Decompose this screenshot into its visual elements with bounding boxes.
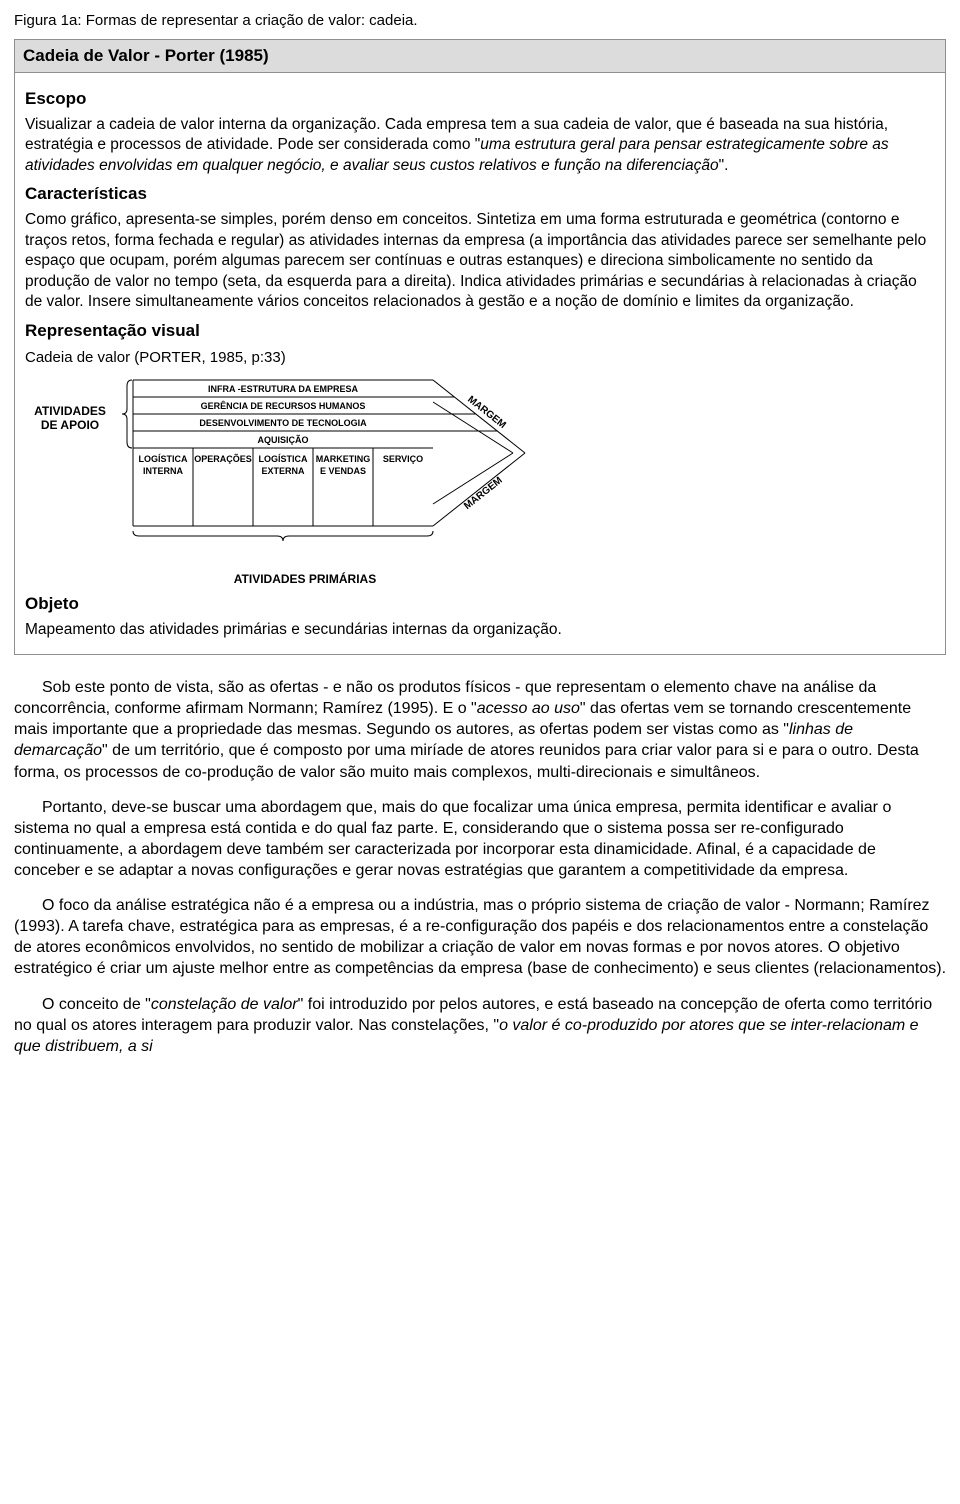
- italic-run: constelação de valor: [151, 996, 298, 1013]
- body-text: Sob este ponto de vista, são as ofertas …: [14, 677, 946, 1057]
- caracteristicas-paragraph: Como gráfico, apresenta-se simples, poré…: [25, 210, 935, 312]
- value-chain-row: ATIVIDADES DE APOIO INFRA -ESTRUTURA DA …: [25, 376, 935, 570]
- svg-text:DESENVOLVIMENTO DE TECNOLOGIA: DESENVOLVIMENTO DE TECNOLOGIA: [199, 418, 367, 428]
- value-chain-diagram: INFRA -ESTRUTURA DA EMPRESA GERÊNCIA DE R…: [115, 376, 545, 570]
- svg-text:LOGÍSTICA: LOGÍSTICA: [139, 454, 188, 464]
- body-paragraph-2: Portanto, deve-se buscar uma abordagem q…: [14, 797, 946, 881]
- text-run: " de um território, que é composto por u…: [14, 742, 919, 780]
- primary-activities-label: ATIVIDADES PRIMÁRIAS: [115, 572, 495, 586]
- section-title-representacao: Representação visual: [25, 321, 935, 341]
- escopo-paragraph: Visualizar a cadeia de valor interna da …: [25, 115, 935, 176]
- svg-text:GERÊNCIA DE RECURSOS HUMANOS: GERÊNCIA DE RECURSOS HUMANOS: [201, 400, 366, 411]
- svg-text:EXTERNA: EXTERNA: [261, 466, 305, 476]
- figure-caption: Figura 1a: Formas de representar a criaç…: [14, 12, 946, 29]
- svg-text:AQUISIÇÃO: AQUISIÇÃO: [257, 435, 308, 445]
- svg-text:MARKETING: MARKETING: [316, 454, 371, 464]
- italic-run: acesso ao uso: [477, 700, 580, 717]
- svg-text:E VENDAS: E VENDAS: [320, 466, 366, 476]
- section-title-objeto: Objeto: [25, 594, 935, 614]
- svg-text:INTERNA: INTERNA: [143, 466, 183, 476]
- objeto-paragraph: Mapeamento das atividades primárias e se…: [25, 620, 935, 640]
- section-title-caracteristicas: Características: [25, 184, 935, 204]
- content-box: Cadeia de Valor - Porter (1985) Escopo V…: [14, 39, 946, 655]
- svg-text:OPERAÇÕES: OPERAÇÕES: [194, 454, 252, 464]
- diagram-subcaption: Cadeia de valor (PORTER, 1985, p:33): [25, 349, 935, 366]
- text-line: ATIVIDADES: [34, 404, 106, 418]
- svg-text:SERVIÇO: SERVIÇO: [383, 454, 423, 464]
- support-activities-label: ATIVIDADES DE APOIO: [25, 404, 115, 433]
- text-line: DE APOIO: [41, 418, 99, 432]
- text-run: ".: [719, 157, 729, 174]
- box-header: Cadeia de Valor - Porter (1985): [15, 40, 945, 73]
- text-run: O conceito de ": [42, 996, 151, 1013]
- body-paragraph-3: O foco da análise estratégica não é a em…: [14, 895, 946, 979]
- svg-text:MARGEM: MARGEM: [465, 394, 508, 431]
- section-title-escopo: Escopo: [25, 89, 935, 109]
- svg-text:MARGEM: MARGEM: [462, 475, 505, 512]
- svg-text:INFRA -ESTRUTURA DA EMPRESA: INFRA -ESTRUTURA DA EMPRESA: [208, 384, 358, 394]
- svg-text:LOGÍSTICA: LOGÍSTICA: [259, 454, 308, 464]
- body-paragraph-4: O conceito de "constelação de valor" foi…: [14, 994, 946, 1057]
- body-paragraph-1: Sob este ponto de vista, são as ofertas …: [14, 677, 946, 783]
